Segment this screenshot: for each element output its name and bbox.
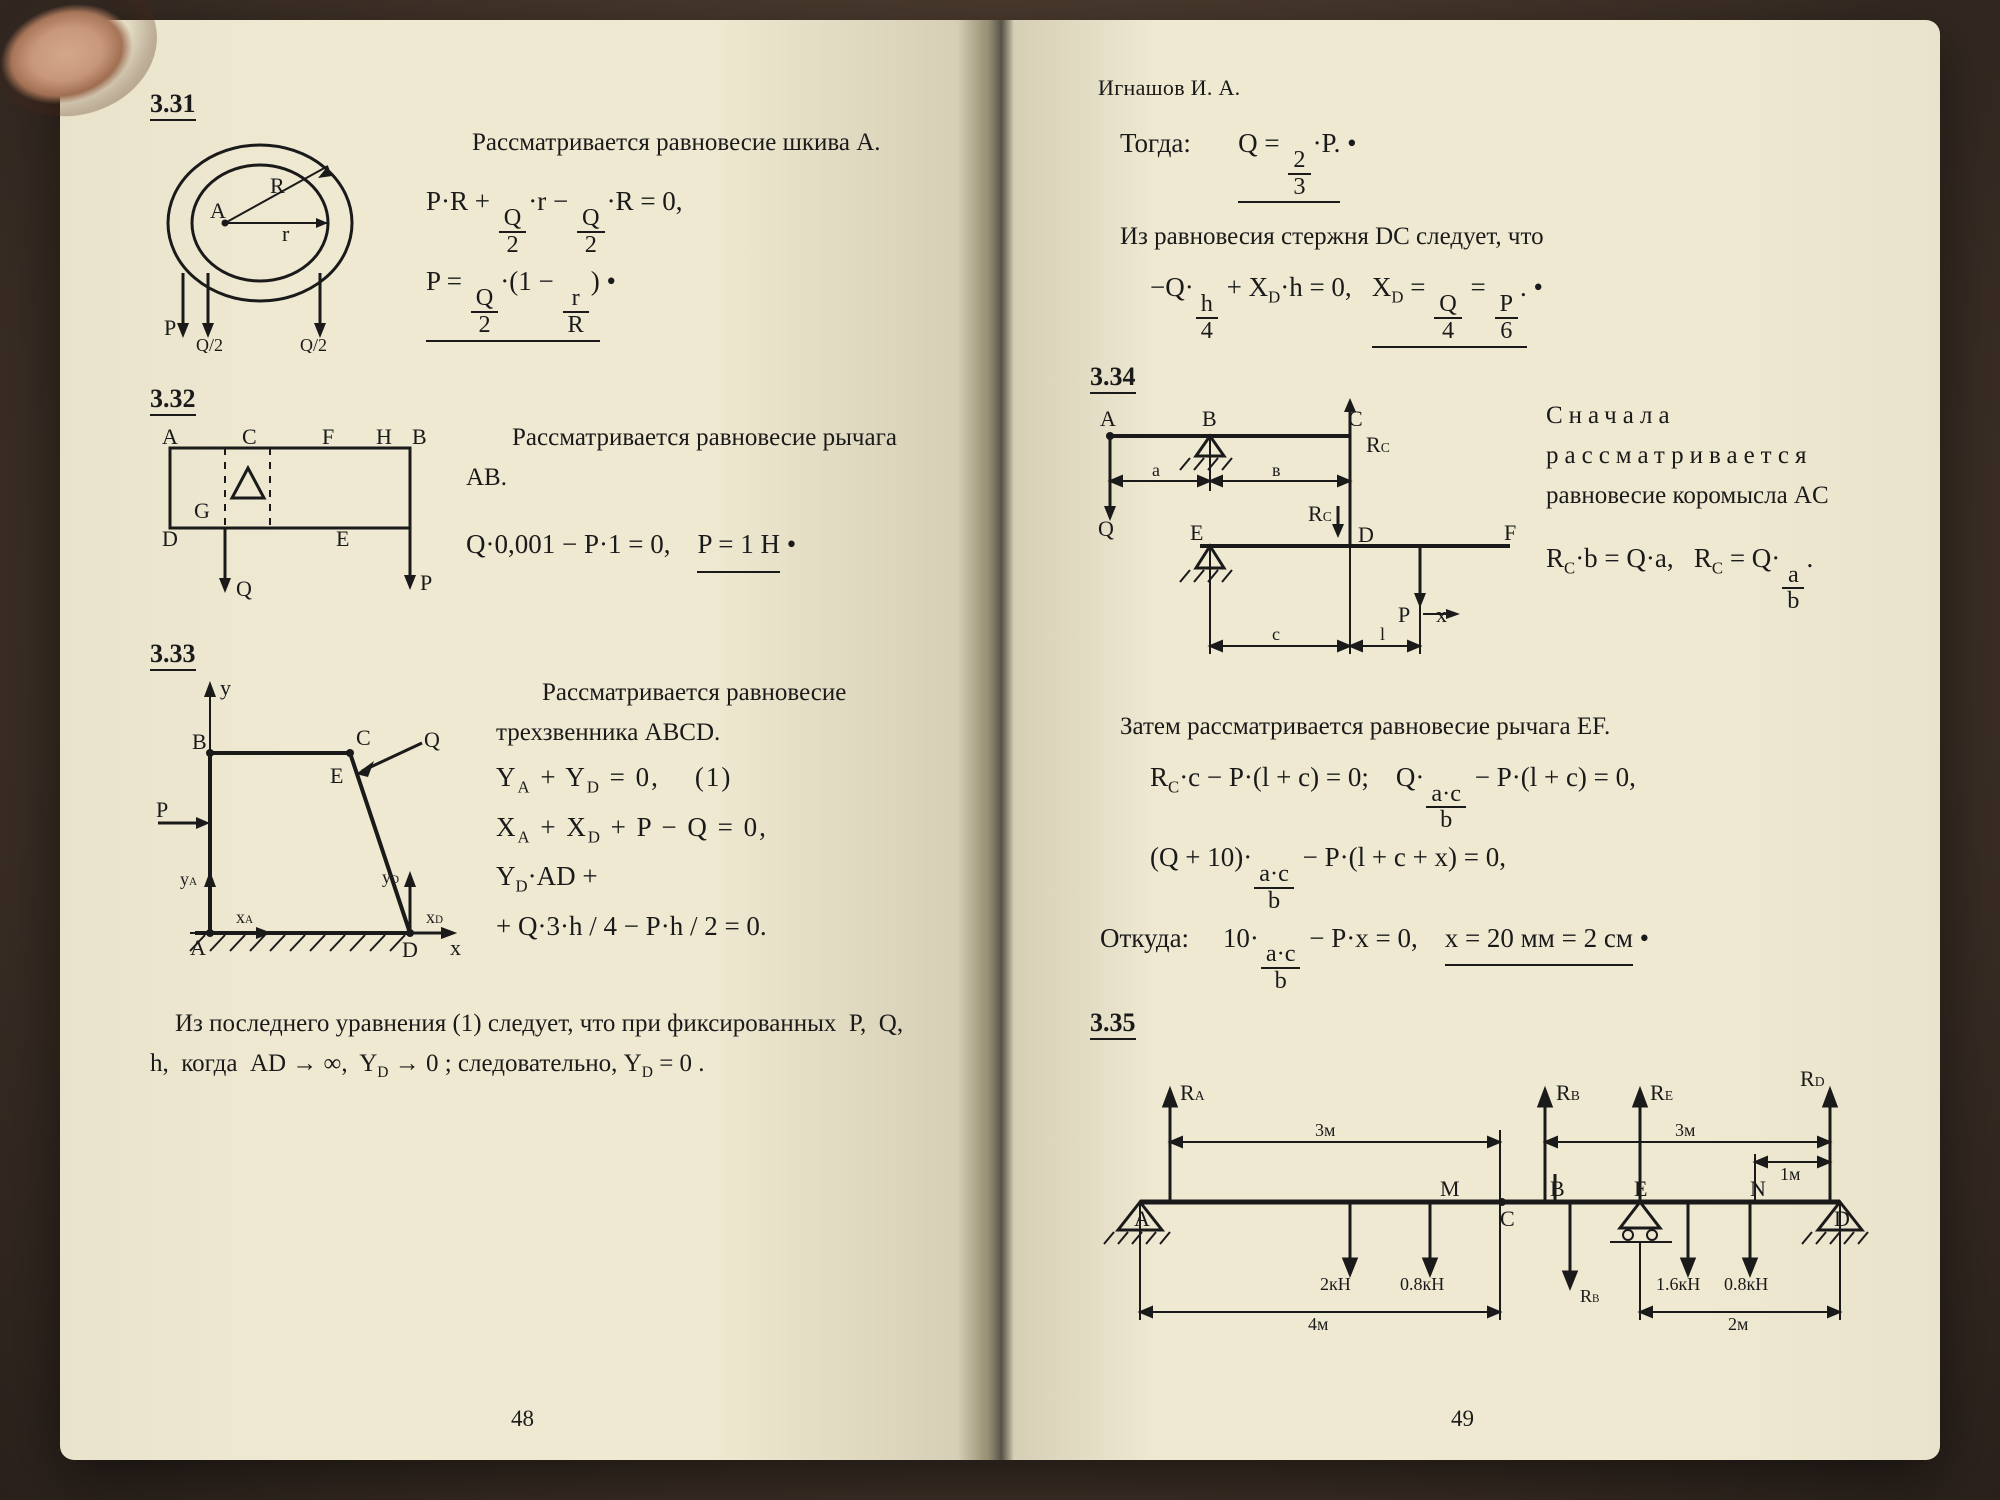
figure-3-32: A C F H B G D E Q P (150, 418, 440, 613)
svg-text:Q/2: Q/2 (196, 335, 223, 353)
svg-text:A: A (190, 935, 206, 960)
eq-3-34-R: RC·b = Q·a, RC = Q·ab. (1546, 534, 1870, 614)
svg-text:B: B (412, 424, 427, 449)
svg-text:A: A (162, 424, 178, 449)
svg-text:H: H (376, 424, 392, 449)
svg-text:0.8кН: 0.8кН (1400, 1274, 1444, 1294)
svg-text:1.6кН: 1.6кН (1656, 1274, 1700, 1294)
problem-heading-3-32: 3.32 (150, 384, 915, 414)
svg-text:N: N (1750, 1176, 1766, 1201)
svg-text:B: B (192, 729, 207, 754)
svg-text:B: B (1550, 1176, 1565, 1201)
svg-text:l: l (1380, 624, 1385, 644)
svg-text:RB: RB (1580, 1286, 1599, 1306)
svg-text:C: C (1500, 1206, 1515, 1231)
svg-text:2кН: 2кН (1320, 1274, 1351, 1294)
eq-3-33-2: XA + XD + P − Q = 0, (496, 803, 915, 853)
svg-text:xA: xA (236, 907, 253, 927)
problem-heading-3-34: 3.34 (1090, 362, 1870, 392)
right-page: Игнашов И. А. Тогда: Q = 23·P. • Из равн… (985, 20, 1940, 1460)
svg-text:D: D (1358, 522, 1374, 547)
open-book: 3.31 A R r (60, 20, 1940, 1460)
intro-line: Из равновесия стержня DC следует, что (1120, 217, 1870, 257)
page-number-right: 49 (985, 1406, 1940, 1432)
svg-text:3м: 3м (1315, 1120, 1335, 1140)
svg-text:R: R (270, 173, 285, 198)
svg-text:D: D (402, 937, 418, 962)
running-head-author: Игнашов И. А. (1098, 75, 1870, 101)
left-page: 3.31 A R r (60, 20, 985, 1460)
svg-text:yD: yD (382, 867, 399, 887)
svg-text:Q: Q (424, 727, 440, 752)
problem-heading-3-31: 3.31 (150, 89, 915, 119)
svg-text:Q: Q (1098, 516, 1114, 541)
text-3-33: Рассматривается равновесие трехзвенника … (496, 673, 915, 753)
page-number-left: 48 (60, 1406, 985, 1432)
svg-text:a: a (1152, 460, 1160, 480)
svg-text:A: A (1134, 1206, 1150, 1231)
eq-3-33-3: YD·AD + (496, 852, 915, 902)
svg-text:E: E (330, 763, 343, 788)
text-3-31: Рассматривается равновесие шкива А. (426, 123, 915, 163)
svg-text:x: x (450, 935, 461, 960)
eq-3-31-a: P·R + Q2·r − Q2·R = 0, (426, 177, 915, 257)
svg-text:RD: RD (1800, 1066, 1825, 1091)
svg-text:P: P (420, 570, 432, 595)
svg-text:r: r (282, 221, 290, 246)
problem-heading-3-33: 3.33 (150, 639, 915, 669)
svg-text:A: A (210, 198, 226, 223)
svg-text:C: C (356, 725, 371, 750)
eq-3-34-2: (Q + 10)·a·cb − P·(l + c + x) = 0, (1150, 833, 1870, 913)
svg-text:y: y (220, 675, 231, 700)
svg-text:P: P (156, 797, 168, 822)
svg-text:в: в (1272, 460, 1281, 480)
svg-text:P: P (164, 315, 176, 340)
svg-text:M: M (1440, 1176, 1460, 1201)
svg-text:E: E (336, 526, 349, 551)
svg-text:G: G (194, 498, 210, 523)
svg-text:RC: RC (1308, 501, 1332, 526)
figure-3-33: y x (150, 673, 470, 978)
svg-text:D: D (1834, 1206, 1850, 1231)
svg-text:2м: 2м (1728, 1314, 1748, 1332)
svg-text:xD: xD (426, 907, 443, 927)
eq-3-32: Q·0,001 − P·1 = 0, P = 1 H • (466, 520, 915, 573)
text-3-34-a: Сначала рассматривается равновесие кором… (1546, 396, 1870, 516)
svg-text:RE: RE (1650, 1080, 1673, 1105)
intro-eqDC: −Q·h4 + XD·h = 0, XD = Q4 = P6. • (1150, 263, 1870, 347)
svg-text:yA: yA (180, 869, 197, 889)
tail-text-3-33: Из последнего уравнения (1) следует, что… (150, 1004, 915, 1086)
svg-text:c: c (1272, 624, 1280, 644)
text-3-32: Рассматривается равновесие рычага АВ. (466, 418, 915, 498)
svg-text:Q/2: Q/2 (300, 335, 327, 353)
figure-3-34: A BC aв (1090, 396, 1520, 681)
svg-text:D: D (162, 526, 178, 551)
svg-text:A: A (1100, 406, 1116, 431)
problem-heading-3-35: 3.35 (1090, 1008, 1870, 1038)
eq-3-33-1: YA + YD = 0, (1) (496, 753, 915, 803)
eq-3-31-b: P = Q2·(1 − rR) • (426, 257, 915, 341)
svg-text:4м: 4м (1308, 1314, 1328, 1332)
figure-3-35: A MC BE ND RA RB RE RD (1100, 1042, 1870, 1337)
figure-3-31: A R r P Q/2 Q/2 (150, 123, 400, 358)
svg-text:1м: 1м (1780, 1164, 1800, 1184)
svg-text:P: P (1398, 602, 1410, 627)
eq-3-34-1: RC·c − P·(l + c) = 0; Q·a·cb − P·(l + c)… (1150, 753, 1870, 833)
svg-text:B: B (1202, 406, 1217, 431)
text-3-34-b: Затем рассматривается равновесие рычага … (1120, 707, 1870, 747)
svg-text:Q: Q (236, 576, 252, 601)
svg-text:0.8кН: 0.8кН (1724, 1274, 1768, 1294)
svg-text:RA: RA (1180, 1080, 1205, 1105)
svg-text:3м: 3м (1675, 1120, 1695, 1140)
eq-3-33-4: + Q·3·h / 4 − P·h / 2 = 0. (496, 902, 915, 951)
svg-text:F: F (1504, 520, 1516, 545)
svg-text:RC: RC (1366, 432, 1390, 457)
svg-text:C: C (242, 424, 257, 449)
svg-text:F: F (322, 424, 334, 449)
eq-3-34-ans: Откуда: 10·a·cb − P·x = 0, x = 20 мм = 2… (1100, 914, 1870, 994)
svg-text:RB: RB (1556, 1080, 1580, 1105)
intro-togda: Тогда: Q = 23·P. • (1120, 119, 1870, 203)
svg-text:E: E (1190, 520, 1203, 545)
